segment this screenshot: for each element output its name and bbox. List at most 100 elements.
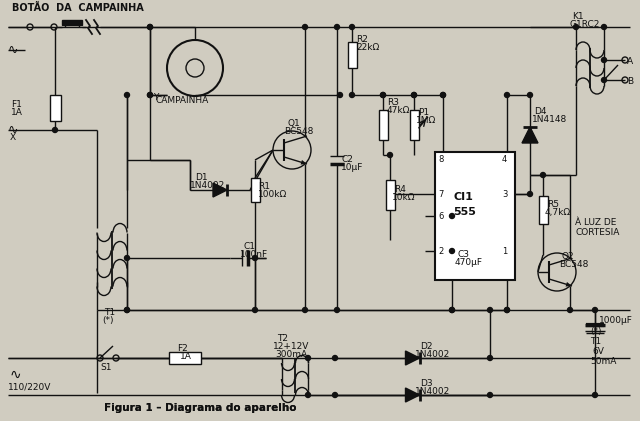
Text: K1: K1 <box>572 12 584 21</box>
Text: ∿: ∿ <box>8 123 19 136</box>
Circle shape <box>527 93 532 98</box>
Circle shape <box>593 392 598 397</box>
Circle shape <box>440 93 445 98</box>
Circle shape <box>449 213 454 218</box>
Text: ∿: ∿ <box>8 43 19 56</box>
Circle shape <box>381 93 385 98</box>
Text: 1N4148: 1N4148 <box>532 115 567 124</box>
Polygon shape <box>406 388 419 402</box>
Circle shape <box>349 24 355 29</box>
Circle shape <box>337 93 342 98</box>
Circle shape <box>147 93 152 98</box>
Text: F1: F1 <box>11 100 22 109</box>
Text: F2: F2 <box>177 344 188 353</box>
Text: D3: D3 <box>420 379 433 388</box>
Text: 470μF: 470μF <box>455 258 483 267</box>
Text: 50mA: 50mA <box>590 357 616 366</box>
Circle shape <box>333 355 337 360</box>
Text: 1N4002: 1N4002 <box>415 387 451 396</box>
Circle shape <box>504 307 509 312</box>
Circle shape <box>573 24 579 29</box>
Bar <box>251 178 260 202</box>
Circle shape <box>147 93 152 98</box>
Circle shape <box>125 256 129 261</box>
Circle shape <box>504 93 509 98</box>
Bar <box>62 20 82 25</box>
Circle shape <box>602 24 607 29</box>
Circle shape <box>52 128 58 133</box>
Text: 22kΩ: 22kΩ <box>356 43 380 52</box>
Circle shape <box>449 307 454 312</box>
Polygon shape <box>301 160 307 165</box>
Circle shape <box>253 256 257 261</box>
Text: C3: C3 <box>457 250 469 259</box>
Text: D4: D4 <box>534 107 547 116</box>
Text: S1: S1 <box>100 363 111 372</box>
Text: P1: P1 <box>418 108 429 117</box>
Circle shape <box>335 307 339 312</box>
Polygon shape <box>566 282 572 287</box>
Text: 1000μF: 1000μF <box>599 316 633 325</box>
Bar <box>410 110 419 140</box>
Text: 6: 6 <box>438 212 444 221</box>
Polygon shape <box>213 183 227 197</box>
Bar <box>435 152 515 280</box>
Text: 1MΩ: 1MΩ <box>416 116 436 125</box>
Text: 555: 555 <box>453 207 476 217</box>
Text: BC548: BC548 <box>559 260 588 269</box>
Text: ∿: ∿ <box>10 368 22 382</box>
Circle shape <box>412 93 417 98</box>
Bar <box>50 95 61 121</box>
Text: 1N4002: 1N4002 <box>190 181 225 190</box>
Circle shape <box>125 307 129 312</box>
Text: 300mA: 300mA <box>275 350 307 359</box>
Circle shape <box>303 307 307 312</box>
Text: R2: R2 <box>356 35 368 44</box>
Circle shape <box>488 355 493 360</box>
Text: Q2: Q2 <box>561 252 573 261</box>
Text: 1: 1 <box>502 247 508 256</box>
Text: CI1: CI1 <box>453 192 473 202</box>
Circle shape <box>387 152 392 157</box>
Text: 10μF: 10μF <box>341 163 364 172</box>
Circle shape <box>541 173 545 178</box>
Text: 12+12V: 12+12V <box>273 342 309 351</box>
Circle shape <box>349 93 355 98</box>
Circle shape <box>440 93 445 98</box>
Circle shape <box>504 307 509 312</box>
Text: D1: D1 <box>195 173 207 182</box>
Circle shape <box>253 307 257 312</box>
Text: 47kΩ: 47kΩ <box>387 106 410 115</box>
Circle shape <box>602 77 607 83</box>
Text: B: B <box>627 77 633 86</box>
Bar <box>386 180 395 210</box>
Text: T1: T1 <box>104 308 115 317</box>
Polygon shape <box>522 127 538 143</box>
Text: CAMPAINHA: CAMPAINHA <box>155 96 208 105</box>
Bar <box>379 110 388 140</box>
Circle shape <box>125 307 129 312</box>
Text: 1N4002: 1N4002 <box>415 350 451 359</box>
Circle shape <box>488 392 493 397</box>
Circle shape <box>593 307 598 312</box>
Text: R3: R3 <box>387 98 399 107</box>
Text: 3: 3 <box>502 190 508 199</box>
Text: Figura 1 – Diagrama do aparelho: Figura 1 – Diagrama do aparelho <box>104 403 296 413</box>
Circle shape <box>125 93 129 98</box>
Text: 1A: 1A <box>11 108 23 117</box>
Text: 100kΩ: 100kΩ <box>258 190 287 199</box>
Text: 110/220V: 110/220V <box>8 383 51 392</box>
Text: 4,7kΩ: 4,7kΩ <box>545 208 571 217</box>
Circle shape <box>449 307 454 312</box>
Text: BC548: BC548 <box>284 127 314 136</box>
Text: Figura 1 – Diagrama do aparelho: Figura 1 – Diagrama do aparelho <box>104 403 296 413</box>
Text: Y: Y <box>153 93 158 102</box>
Text: Q1: Q1 <box>287 119 300 128</box>
Circle shape <box>449 248 454 253</box>
Circle shape <box>568 307 573 312</box>
Circle shape <box>527 192 532 197</box>
Circle shape <box>303 24 307 29</box>
Text: 10kΩ: 10kΩ <box>392 193 415 202</box>
Text: T2: T2 <box>277 334 288 343</box>
Text: R5: R5 <box>547 200 559 209</box>
